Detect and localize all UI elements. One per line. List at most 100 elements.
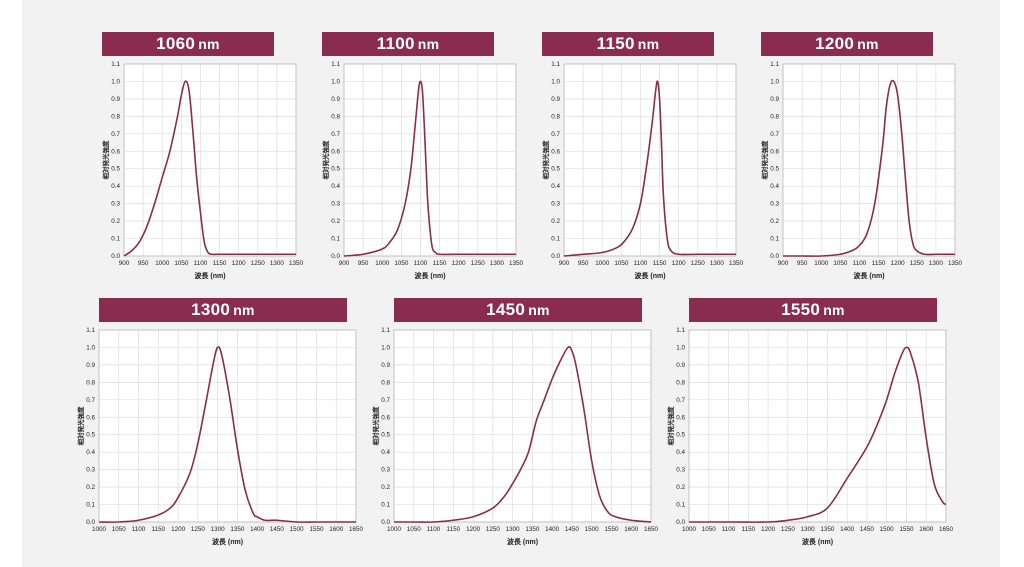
x-tick-label: 1100 <box>634 260 648 267</box>
y-tick-label: 0.4 <box>86 449 95 456</box>
y-tick-label: 0.4 <box>551 183 560 190</box>
y-tick-label: 0.2 <box>381 484 390 491</box>
y-tick-label: 0.6 <box>86 414 95 421</box>
y-tick-label: 0.9 <box>86 362 95 369</box>
chart-title-unit: nm <box>417 36 440 52</box>
y-tick-label: 0.0 <box>381 519 390 526</box>
plot-area <box>783 64 955 256</box>
x-tick-label: 1150 <box>447 526 461 533</box>
y-tick-label: 0.0 <box>331 253 340 260</box>
x-tick-label: 1600 <box>919 526 934 533</box>
x-tick-label: 1100 <box>414 260 428 267</box>
y-tick-label: 0.5 <box>551 166 560 173</box>
x-tick-label: 900 <box>119 260 130 267</box>
plot-area <box>564 64 736 256</box>
y-tick-label: 0.0 <box>551 253 560 260</box>
x-tick-label: 1550 <box>899 526 914 533</box>
y-tick-label: 0.0 <box>770 253 779 260</box>
x-tick-label: 1500 <box>880 526 895 533</box>
x-tick-label: 1150 <box>742 526 756 533</box>
y-tick-label: 1.1 <box>86 327 95 334</box>
x-tick-label: 1200 <box>672 260 687 267</box>
chart-title-unit: nm <box>857 36 879 52</box>
series-line <box>123 80 296 257</box>
x-tick-label: 1600 <box>329 526 344 533</box>
x-axis-label: 波長 (nm) <box>853 271 884 280</box>
y-tick-label: 0.5 <box>86 432 95 439</box>
y-tick-label: 0.2 <box>676 484 685 491</box>
y-tick-label: 1.0 <box>551 78 560 85</box>
x-tick-label: 1050 <box>614 260 629 267</box>
x-tick-label: 1000 <box>595 260 610 267</box>
x-tick-label: 1100 <box>853 260 867 267</box>
chart-1060nm: 1060 nm 900 950 1000 1050 1100 1150 1200 1250 130… <box>101 32 303 292</box>
y-tick-label: 0.9 <box>381 362 390 369</box>
chart-title-value: 1550 <box>781 300 821 319</box>
chart-1200nm: 1200 nm 900 950 1000 1050 1100 1150 1200 1250 130… <box>760 32 963 292</box>
y-tick-label: 0.9 <box>111 96 120 103</box>
plot-area <box>394 330 651 522</box>
y-tick-label: 0.9 <box>676 362 685 369</box>
series-line <box>343 80 516 257</box>
plot-frame <box>98 329 357 523</box>
x-tick-label: 1250 <box>781 526 796 533</box>
y-tick-label: 0.4 <box>381 449 390 456</box>
x-tick-label: 1650 <box>939 526 954 533</box>
series-line <box>98 346 356 523</box>
plot-frame <box>563 63 737 257</box>
x-axis-label: 波長 (nm) <box>194 271 225 280</box>
y-tick-label: 0.7 <box>551 131 560 138</box>
x-tick-label: 1000 <box>814 260 829 267</box>
chart-1150nm: 1150 nm 900 950 1000 1050 1100 1150 1200 1250 130… <box>541 32 743 292</box>
x-tick-label: 1100 <box>427 526 441 533</box>
chart-title-value: 1200 <box>815 34 855 53</box>
chart-title-value: 1300 <box>191 300 231 319</box>
x-tick-label: 1050 <box>112 526 127 533</box>
y-tick-label: 0.5 <box>331 166 340 173</box>
x-tick-label: 950 <box>358 260 369 267</box>
x-tick-label: 1400 <box>250 526 265 533</box>
y-tick-label: 0.7 <box>331 131 340 138</box>
y-tick-label: 1.0 <box>111 78 120 85</box>
x-tick-label: 1350 <box>230 526 245 533</box>
x-tick-label: 1200 <box>891 260 906 267</box>
x-tick-label: 1000 <box>155 260 170 267</box>
y-tick-label: 0.5 <box>381 432 390 439</box>
y-tick-label: 1.0 <box>331 78 340 85</box>
x-tick-label: 1100 <box>194 260 208 267</box>
x-tick-label: 1550 <box>309 526 324 533</box>
y-tick-label: 0.3 <box>770 201 779 208</box>
x-axis-label: 波長 (nm) <box>212 537 243 546</box>
x-tick-label: 1250 <box>191 526 206 533</box>
chart-plot: 1000 1050 1100 1150 1200 1250 1300 1350 1400 1450… <box>666 327 954 546</box>
y-tick-label: 0.2 <box>551 218 560 225</box>
x-tick-label: 1100 <box>132 526 146 533</box>
y-axis-label: 相対発光強度 <box>541 140 550 180</box>
y-tick-label: 0.0 <box>111 253 120 260</box>
y-tick-label: 0.4 <box>111 183 120 190</box>
y-tick-label: 0.6 <box>381 414 390 421</box>
x-tick-label: 1150 <box>433 260 447 267</box>
x-tick-label: 1150 <box>213 260 227 267</box>
y-tick-label: 1.1 <box>331 61 340 68</box>
x-axis-label: 波長 (nm) <box>507 537 538 546</box>
plot-frame <box>123 63 297 257</box>
y-tick-label: 0.0 <box>676 519 685 526</box>
x-tick-label: 1350 <box>948 260 963 267</box>
y-tick-label: 0.8 <box>770 113 779 120</box>
y-tick-label: 0.8 <box>111 113 120 120</box>
y-tick-label: 1.1 <box>381 327 390 334</box>
y-tick-label: 0.8 <box>86 379 95 386</box>
y-tick-label: 0.3 <box>676 467 685 474</box>
chart-title-bar: 1100 nm <box>322 32 494 56</box>
y-tick-label: 0.7 <box>86 397 95 404</box>
y-tick-label: 0.8 <box>676 379 685 386</box>
y-tick-label: 0.3 <box>551 201 560 208</box>
y-tick-label: 1.1 <box>551 61 560 68</box>
x-tick-label: 1450 <box>565 526 580 533</box>
x-tick-label: 1250 <box>486 526 501 533</box>
y-tick-label: 1.0 <box>381 344 390 351</box>
x-tick-label: 1400 <box>545 526 560 533</box>
series-line <box>563 80 736 257</box>
y-axis-label: 相対発光強度 <box>371 406 380 446</box>
